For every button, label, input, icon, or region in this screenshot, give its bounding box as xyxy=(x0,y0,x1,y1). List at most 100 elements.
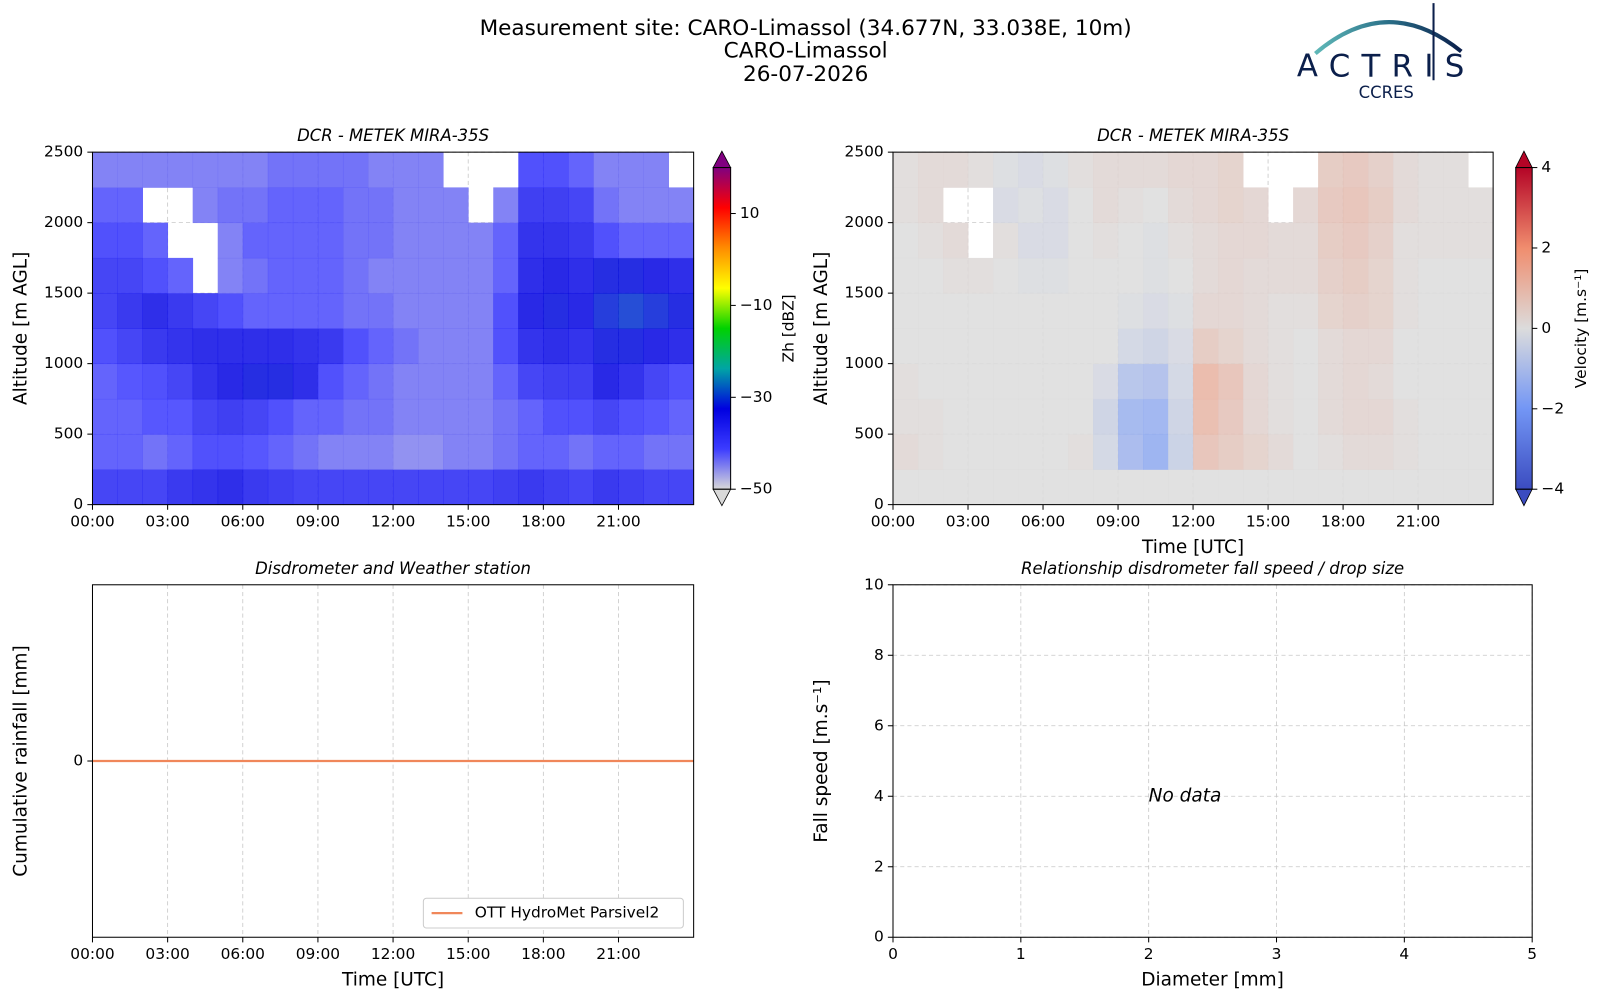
heatmap-cell xyxy=(1268,222,1294,259)
heatmap-cell xyxy=(1143,257,1169,294)
heatmap-cell xyxy=(418,469,444,506)
heatmap-cell xyxy=(443,222,469,259)
x-tick-label: 06:00 xyxy=(221,945,265,963)
heatmap-cell xyxy=(1043,398,1069,435)
heatmap-cell xyxy=(943,222,969,259)
heatmap-cell xyxy=(543,434,569,470)
heatmap-cell xyxy=(1368,222,1394,259)
heatmap-cell xyxy=(993,328,1019,365)
heatmap-cell xyxy=(1343,222,1369,259)
x-tick-label: 03:00 xyxy=(145,945,189,963)
x-tick-label: 18:00 xyxy=(521,945,565,963)
y-tick-label: 0 xyxy=(874,928,884,946)
heatmap-cell xyxy=(92,187,118,224)
heatmap-cell xyxy=(1293,363,1319,400)
heatmap-cell xyxy=(1043,363,1069,400)
heatmap-cell xyxy=(968,328,994,365)
heatmap-cell xyxy=(142,328,169,365)
heatmap-cell xyxy=(317,363,344,400)
x-tick-label: 06:00 xyxy=(221,513,265,531)
heatmap-cell xyxy=(618,469,644,506)
heatmap-cell xyxy=(92,257,118,294)
x-tick-label: 2 xyxy=(1144,945,1154,963)
heatmap-cell xyxy=(892,398,919,435)
heatmap-cell xyxy=(543,328,569,365)
heatmap-cell xyxy=(1443,469,1469,506)
heatmap-cell xyxy=(1043,293,1069,329)
heatmap-cell xyxy=(1468,469,1494,506)
heatmap-cell xyxy=(368,152,394,188)
colorbar-frame xyxy=(712,167,732,490)
heatmap-cell xyxy=(493,363,519,400)
y-tick-label: 1500 xyxy=(845,284,884,302)
heatmap-cell xyxy=(393,222,419,259)
heatmap-cell xyxy=(217,469,244,506)
heatmap-cell xyxy=(1043,434,1069,470)
heatmap-cell xyxy=(1118,187,1144,224)
heatmap-cell xyxy=(1018,363,1044,400)
heatmap-cell xyxy=(1443,434,1469,470)
heatmap-cell xyxy=(1143,469,1169,506)
heatmap-cell xyxy=(593,469,619,506)
heatmap-cell xyxy=(518,257,544,294)
heatmap-cell xyxy=(618,363,644,400)
panel-title: Relationship disdrometer fall speed / dr… xyxy=(1021,559,1404,578)
colorbar xyxy=(713,167,731,490)
heatmap-cell xyxy=(1293,434,1319,470)
heatmap-cell xyxy=(192,328,219,365)
heatmap-cell xyxy=(1343,469,1369,506)
heatmap-cell xyxy=(1018,187,1044,224)
heatmap-cell xyxy=(1218,187,1244,224)
heatmap-cell xyxy=(1193,293,1219,329)
x-tick-label: 09:00 xyxy=(1096,513,1140,531)
heatmap-cell xyxy=(618,187,644,224)
heatmap-cell xyxy=(518,363,544,400)
x-tick-label: 03:00 xyxy=(145,513,189,531)
heatmap-cell xyxy=(1243,257,1269,294)
heatmap-cell xyxy=(918,152,944,188)
heatmap-cell xyxy=(1018,293,1044,329)
heatmap-cell xyxy=(493,187,519,224)
x-tick-label: 12:00 xyxy=(371,513,415,531)
heatmap-cell xyxy=(1218,328,1244,365)
heatmap-cell xyxy=(267,293,294,329)
heatmap-cell xyxy=(943,363,969,400)
heatmap-cell xyxy=(1193,363,1219,400)
heatmap-cell xyxy=(1193,257,1219,294)
y-tick-label: 4 xyxy=(874,787,884,805)
x-tick-label: 03:00 xyxy=(946,513,990,531)
heatmap-cell xyxy=(493,398,519,435)
heatmap-cell xyxy=(493,293,519,329)
heatmap-cell xyxy=(1368,187,1394,224)
heatmap-cell xyxy=(668,363,695,400)
heatmap-cell xyxy=(1193,152,1219,188)
heatmap-cell xyxy=(918,434,944,470)
heatmap-cell xyxy=(267,469,294,506)
heatmap-cell xyxy=(292,152,319,188)
heatmap-cell xyxy=(217,293,244,329)
heatmap-cell xyxy=(368,187,394,224)
heatmap-cell xyxy=(342,222,369,259)
heatmap-cell xyxy=(242,257,269,294)
heatmap-cell xyxy=(1093,363,1119,400)
plot-frame xyxy=(91,584,695,938)
heatmap-cell xyxy=(292,328,319,365)
heatmap-cell xyxy=(267,434,294,470)
colorbar-label: Zh [dBZ] xyxy=(780,294,798,362)
heatmap-cell xyxy=(1168,434,1194,470)
heatmap-cell xyxy=(943,398,969,435)
heatmap-cell xyxy=(217,363,244,400)
heatmap-cell xyxy=(167,257,194,294)
heatmap-cell xyxy=(443,293,469,329)
x-tick-label: 1 xyxy=(1016,945,1026,963)
heatmap-cell xyxy=(443,328,469,365)
header-title: 26-07-2026 xyxy=(743,62,868,87)
heatmap-cell xyxy=(117,328,143,365)
plot-frame xyxy=(892,151,1494,506)
heatmap-cell xyxy=(1243,187,1269,224)
heatmap-cell xyxy=(518,398,544,435)
heatmap-cell xyxy=(1393,222,1419,259)
heatmap-cell xyxy=(643,363,670,400)
heatmap-cell xyxy=(1143,293,1169,329)
